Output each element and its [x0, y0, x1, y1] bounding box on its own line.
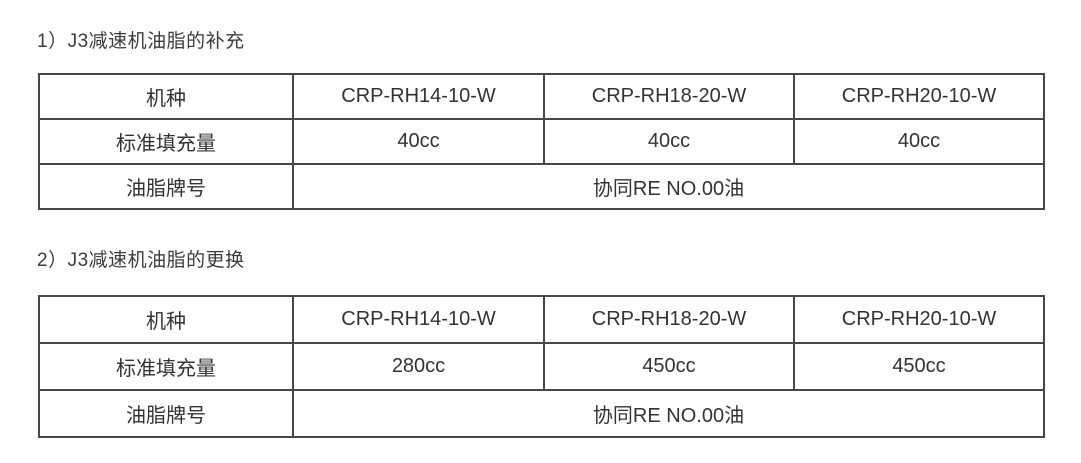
- table-row: 油脂牌号 协同RE NO.00油: [38, 389, 1045, 438]
- model-type-label-cell: 机种: [38, 295, 294, 344]
- fill-amount-value-cell: 40cc: [793, 118, 1045, 165]
- fill-amount-label-cell: 标准填充量: [38, 118, 294, 165]
- fill-amount-value-cell: 450cc: [793, 342, 1045, 391]
- table-row: 机种 CRP-RH14-10-W CRP-RH18-20-W CRP-RH20-…: [38, 295, 1045, 344]
- model-name-cell: CRP-RH14-10-W: [292, 73, 545, 120]
- model-name-cell: CRP-RH20-10-W: [793, 295, 1045, 344]
- table-row: 标准填充量 280cc 450cc 450cc: [38, 342, 1045, 391]
- grease-brand-label-cell: 油脂牌号: [38, 389, 294, 438]
- fill-amount-value-cell: 280cc: [292, 342, 545, 391]
- fill-amount-value-cell: 40cc: [292, 118, 545, 165]
- table-row: 机种 CRP-RH14-10-W CRP-RH18-20-W CRP-RH20-…: [38, 73, 1045, 120]
- grease-brand-value-cell: 协同RE NO.00油: [292, 389, 1045, 438]
- model-name-cell: CRP-RH14-10-W: [292, 295, 545, 344]
- fill-amount-value-cell: 40cc: [543, 118, 795, 165]
- grease-brand-label-cell: 油脂牌号: [38, 163, 294, 210]
- model-name-cell: CRP-RH18-20-W: [543, 295, 795, 344]
- section-heading-grease-replenish: 1）J3减速机油脂的补充: [37, 31, 245, 52]
- grease-replace-table: 机种 CRP-RH14-10-W CRP-RH18-20-W CRP-RH20-…: [38, 295, 1045, 438]
- fill-amount-value-cell: 450cc: [543, 342, 795, 391]
- table-row: 油脂牌号 协同RE NO.00油: [38, 163, 1045, 210]
- model-name-cell: CRP-RH18-20-W: [543, 73, 795, 120]
- section-heading-grease-replace: 2）J3减速机油脂的更换: [37, 250, 245, 271]
- fill-amount-label-cell: 标准填充量: [38, 342, 294, 391]
- model-name-cell: CRP-RH20-10-W: [793, 73, 1045, 120]
- grease-replenish-table: 机种 CRP-RH14-10-W CRP-RH18-20-W CRP-RH20-…: [38, 73, 1045, 210]
- table-row: 标准填充量 40cc 40cc 40cc: [38, 118, 1045, 165]
- model-type-label-cell: 机种: [38, 73, 294, 120]
- grease-brand-value-cell: 协同RE NO.00油: [292, 163, 1045, 210]
